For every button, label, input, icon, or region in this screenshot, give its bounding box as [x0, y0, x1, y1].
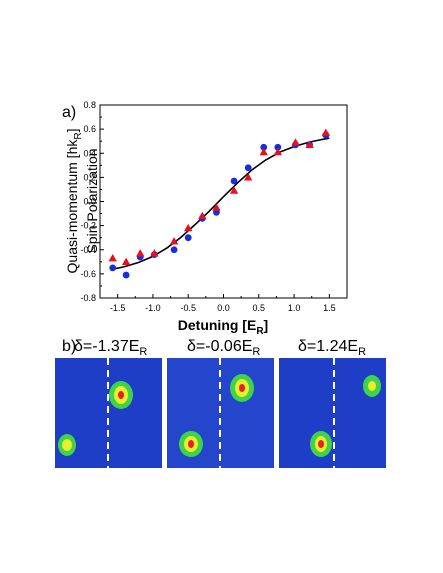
data-point-triangle — [184, 223, 193, 232]
delta-label-2: δ=-0.06ER — [187, 338, 260, 358]
delta-label-3-sub: R — [358, 346, 367, 359]
data-point-triangle — [229, 186, 239, 194]
delta-label-2-sub: R — [252, 346, 261, 359]
atom-cloud — [230, 374, 254, 402]
data-point-triangle — [169, 237, 179, 245]
x-tick-label: 0.5 — [253, 303, 266, 313]
data-point-triangle — [321, 128, 331, 136]
panel-a-label: a) — [62, 104, 77, 121]
x-ticks: -1.5 -1.0 -0.5 0.0 0.5 1.0 1.5 — [99, 294, 348, 313]
delta-label-1: δ=-1.37ER — [74, 338, 147, 358]
data-point-triangle — [212, 203, 221, 211]
panel-b-label: b) — [62, 338, 77, 355]
data-point-triangle — [273, 147, 283, 156]
data-point-triangle — [291, 138, 300, 146]
atom-cloud — [310, 431, 332, 457]
y-tick-label: 0.0 — [83, 197, 96, 207]
x-axis-label-end: ] — [264, 317, 269, 333]
spin-polarization-chart: -1.5 -1.0 -0.5 0.0 0.5 1.0 1.5 -0.8-0.6-0.4-0.… — [64, 100, 348, 337]
y-tick-label: -0.2 — [80, 221, 96, 231]
y-tick-label: 0.6 — [83, 124, 96, 134]
delta-label-3-text: δ=1.24E — [298, 338, 359, 355]
x-tick-label: 0.0 — [217, 303, 230, 313]
fit-curve-layer — [110, 137, 330, 271]
delta-label-2-text: δ=-0.06E — [187, 338, 253, 355]
fit-curve — [110, 137, 330, 271]
data-point-circle — [184, 234, 192, 242]
atom-cloud — [179, 431, 203, 457]
plot-frame — [99, 104, 348, 299]
delta-label-1-text: δ=-1.37E — [74, 338, 140, 355]
data-point-circle — [274, 143, 282, 151]
data-point-circle — [109, 264, 117, 272]
data-point-circle — [244, 164, 252, 172]
y-tick-label: 0.8 — [83, 100, 96, 110]
data-point-circle — [230, 177, 238, 185]
y-axis-label-outer-main: Quasi-momentum [hk — [64, 139, 80, 274]
data-point-circle — [170, 246, 178, 254]
absorption-image-3 — [279, 358, 386, 468]
atom-cloud — [58, 434, 76, 456]
x-tick-label: -0.5 — [180, 303, 196, 313]
absorption-image-2 — [167, 358, 274, 468]
y-tick-label: -0.8 — [80, 293, 96, 303]
y-tick-label: -0.6 — [80, 269, 96, 279]
data-point-triangle — [244, 173, 253, 181]
x-tick-label: 1.0 — [288, 303, 301, 313]
x-tick-label: 1.5 — [323, 303, 336, 313]
atom-cloud — [363, 375, 381, 397]
y-axis-label-outer: Quasi-momentum [hkR] — [64, 129, 84, 274]
y-tick-label: -0.4 — [80, 245, 96, 255]
y-axis-label-outer-sub: R — [73, 132, 84, 139]
data-point-circle — [122, 271, 130, 279]
data-point-triangle — [136, 249, 145, 257]
x-tick-label: -1.0 — [145, 303, 161, 313]
y-axis-label-outer-end: ] — [64, 129, 80, 133]
data-points-layer — [108, 128, 331, 279]
delta-label-3: δ=1.24ER — [298, 338, 366, 358]
y-tick-label: 0.2 — [83, 172, 96, 182]
data-point-triangle — [198, 211, 207, 220]
data-point-circle — [260, 143, 268, 151]
x-axis-label-sub: R — [256, 326, 264, 337]
y-tick-label: 0.4 — [83, 148, 96, 158]
x-axis-label: Detuning [ER] — [178, 317, 268, 337]
data-point-triangle — [305, 140, 314, 148]
data-point-triangle — [108, 253, 117, 262]
atom-cloud — [109, 381, 133, 409]
x-axis-label-main: Detuning [E — [178, 317, 257, 333]
delta-label-1-sub: R — [139, 346, 148, 359]
y-axis-label-inner: Spin Polarization — [84, 148, 100, 253]
data-point-triangle — [259, 147, 268, 156]
x-tick-label: -1.5 — [110, 303, 126, 313]
data-point-triangle — [121, 257, 131, 265]
absorption-image-1 — [55, 358, 162, 468]
y-ticks: -0.8 -0.6 -0.4 -0.2 0.0 0.2 0.4 0.6 0.8 — [80, 100, 104, 303]
data-point-triangle — [150, 249, 159, 257]
